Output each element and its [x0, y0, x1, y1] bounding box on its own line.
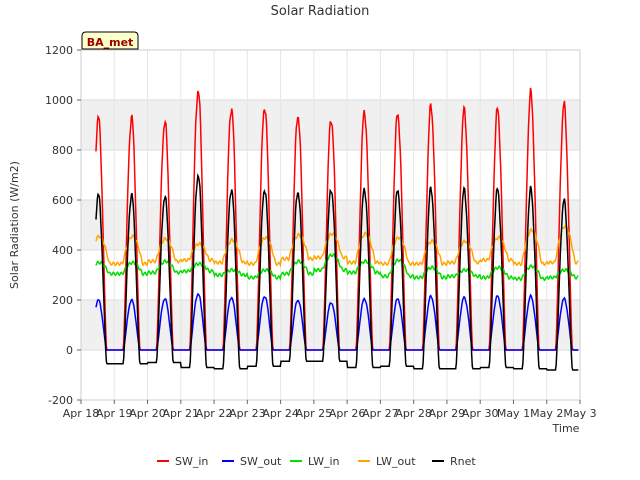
x-tick-label: Apr 30	[462, 407, 499, 420]
plot-bands	[81, 50, 580, 400]
plot-band	[81, 350, 580, 400]
legend-item-lw-out: LW_out	[358, 455, 416, 468]
y-tick-label: 200	[52, 294, 73, 307]
x-axis-label: Time	[552, 422, 580, 435]
x-tick-label: Apr 25	[296, 407, 333, 420]
x-tick-label: Apr 26	[329, 407, 366, 420]
legend-label: Rnet	[450, 455, 476, 468]
y-tick-label: 1200	[45, 44, 73, 57]
plot-band	[81, 50, 580, 100]
legend: SW_in SW_out LW_in LW_out Rnet	[157, 455, 476, 468]
plot-band	[81, 300, 580, 350]
y-tick-label: 400	[52, 244, 73, 257]
series-line-rnet	[95, 172, 579, 371]
x-tick-label: May 3	[563, 407, 596, 420]
y-axis-ticks: -200 0 200 400 600 800 1000 1200	[45, 44, 81, 407]
y-tick-label: 800	[52, 144, 73, 157]
x-tick-label: Apr 23	[229, 407, 266, 420]
legend-label: LW_in	[308, 455, 340, 468]
y-tick-label: 0	[66, 344, 73, 357]
y-axis-label: Solar Radiation (W/m2)	[8, 161, 21, 289]
legend-item-sw-in: SW_in	[157, 455, 208, 468]
plot-frame	[80, 49, 581, 401]
plot-band	[81, 200, 580, 250]
legend-item-sw-out: SW_out	[222, 455, 282, 468]
y-tick-label: 600	[52, 194, 73, 207]
y-tick-label: -200	[48, 394, 73, 407]
legend-item-lw-in: LW_in	[290, 455, 340, 468]
series-line-lw-out	[95, 223, 579, 268]
site-badge: BA_met	[81, 31, 139, 50]
chart-title: Solar Radiation	[271, 4, 370, 19]
x-tick-label: Apr 19	[96, 407, 133, 420]
series-line-lw-in	[95, 252, 579, 282]
x-tick-label: Apr 29	[429, 407, 466, 420]
x-tick-label: Apr 21	[163, 407, 200, 420]
legend-label: SW_out	[240, 455, 282, 468]
series-lines	[95, 87, 579, 371]
legend-label: SW_in	[175, 455, 208, 468]
x-tick-label: Apr 27	[362, 407, 399, 420]
site-badge-box	[81, 31, 139, 50]
x-tick-label: May 2	[530, 407, 563, 420]
y-tick-label: 1000	[45, 94, 73, 107]
x-tick-label: Apr 22	[196, 407, 233, 420]
plot-band	[81, 250, 580, 300]
x-tick-label: Apr 18	[63, 407, 100, 420]
x-tick-label: Apr 24	[262, 407, 299, 420]
x-tick-label: May 1	[497, 407, 530, 420]
legend-item-rnet: Rnet	[432, 455, 476, 468]
x-tick-label: Apr 20	[129, 407, 166, 420]
series-line-sw-out	[95, 292, 579, 351]
site-badge-label: BA_met	[87, 36, 134, 49]
legend-label: LW_out	[376, 455, 416, 468]
x-tick-label: Apr 28	[395, 407, 432, 420]
